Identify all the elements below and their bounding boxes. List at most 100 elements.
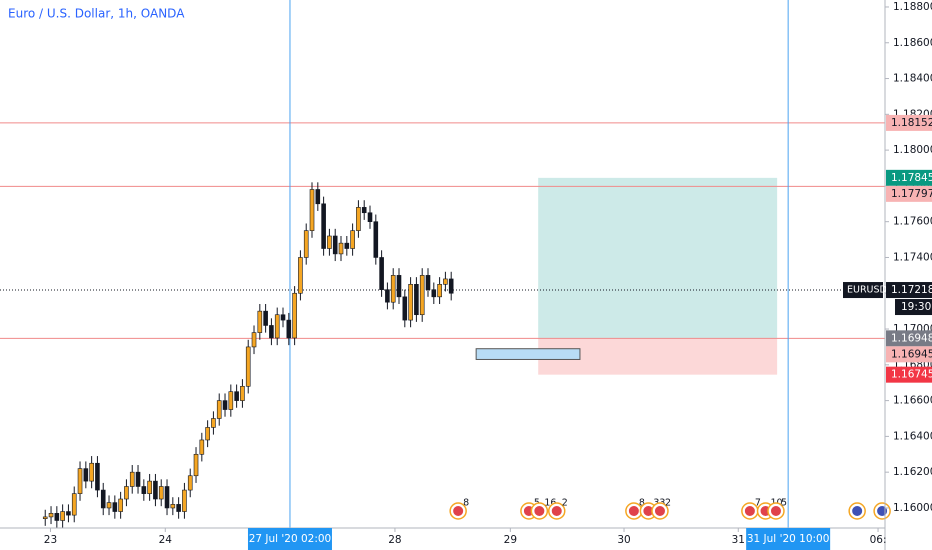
y-tick-label: 1.18600	[893, 37, 932, 49]
price-tag-label: 1.16745	[891, 369, 932, 381]
symbol-tag	[843, 282, 883, 299]
candle-body	[222, 400, 228, 410]
candle-body	[298, 257, 303, 294]
candle-body	[170, 504, 176, 509]
candle-body	[193, 453, 199, 477]
x-tick-label: 24	[159, 534, 173, 546]
price-tag-label: 1.17797	[891, 188, 932, 200]
price-tag	[886, 366, 932, 383]
candle-body	[332, 235, 338, 255]
candle-body	[89, 462, 94, 482]
crosshair-tag	[746, 528, 831, 550]
event-count: 2	[562, 498, 568, 509]
candle-body	[48, 513, 54, 518]
crosshair-label: 31 Jul '20 10:00	[747, 533, 830, 545]
candle-body	[257, 310, 263, 333]
countdown-label: 19:30	[901, 301, 931, 313]
candle-body	[42, 516, 48, 519]
candle-body	[251, 332, 257, 348]
candle-body	[141, 486, 147, 494]
event-count: 8	[463, 498, 469, 509]
y-tick-label: 1.18400	[893, 73, 932, 85]
candle-body	[211, 418, 216, 428]
order-box	[475, 348, 581, 360]
y-tick-label: 1.17600	[893, 216, 932, 228]
event-flag	[534, 506, 545, 516]
candle-body	[240, 385, 245, 401]
price-tag	[886, 185, 932, 202]
candle-body	[187, 475, 193, 491]
countdown-tag	[895, 299, 932, 316]
candle-body	[361, 207, 367, 214]
event-flag	[744, 506, 755, 516]
candle-body	[437, 284, 442, 298]
candle-body	[350, 230, 355, 249]
candle-body	[356, 207, 361, 231]
y-tick-label: 1.18800	[893, 1, 932, 13]
candle-body	[269, 325, 274, 339]
price-tag-label: 1.16948	[891, 332, 932, 344]
event-flag	[643, 506, 654, 516]
candle-body	[344, 242, 350, 249]
candle-body	[367, 212, 373, 222]
candle-body	[321, 203, 326, 249]
candle-body	[164, 486, 170, 509]
candle-body	[419, 275, 425, 316]
candle-body	[118, 498, 123, 512]
event-flag	[654, 506, 665, 516]
price-tag-label: 1.18152	[891, 117, 932, 129]
y-tick-label: 1.18000	[893, 144, 932, 156]
profit-zone	[538, 177, 778, 339]
candle-body	[66, 511, 71, 516]
candle-body	[182, 489, 187, 512]
crosshair-label: 27 Jul '20 02:00	[249, 533, 332, 545]
candle-body	[95, 462, 100, 491]
event-count: 8	[639, 498, 645, 509]
candle-body	[309, 189, 315, 231]
candle-body	[338, 242, 344, 255]
candle-body	[129, 471, 135, 487]
event-count: 7	[755, 498, 761, 509]
candle-body	[443, 278, 448, 285]
candle-body	[228, 391, 234, 410]
event-flag	[852, 506, 863, 516]
candle-body	[245, 346, 251, 387]
y-tick-label: 1.16600	[893, 395, 932, 407]
y-tick-label: 1.17400	[893, 251, 932, 263]
candle-body	[135, 471, 141, 487]
event-count: 2	[665, 498, 671, 509]
candle-body	[263, 310, 268, 326]
x-tick-label: 30	[617, 534, 630, 546]
candle-body	[60, 511, 65, 521]
event-count: 16	[544, 498, 556, 509]
chart-title: Euro / U.S. Dollar, 1h, OANDA	[8, 7, 185, 21]
candle-body	[274, 314, 280, 339]
candle-body	[100, 489, 106, 509]
candle-body	[448, 278, 454, 294]
candle-body	[205, 427, 210, 441]
price-tag	[886, 282, 932, 299]
price-tag	[886, 346, 932, 363]
event-count: 5	[781, 498, 787, 509]
candle-body	[431, 289, 437, 298]
candle-body	[147, 480, 152, 494]
event-flag	[770, 506, 781, 516]
candle-body	[280, 314, 286, 321]
candle-body	[385, 289, 390, 303]
candle-body	[379, 257, 384, 290]
price-tag	[886, 169, 932, 186]
candle-body	[83, 468, 89, 482]
y-tick-label: 1.16000	[893, 502, 932, 514]
price-tag-label: 1.16945	[891, 348, 932, 360]
candle-body	[396, 275, 402, 298]
y-tick-label: 1.16400	[893, 430, 932, 442]
candle-body	[303, 230, 309, 258]
candle-body	[124, 486, 129, 500]
candle-body	[71, 493, 77, 516]
candle-body	[216, 400, 222, 419]
x-tick-label: 06:	[870, 534, 887, 546]
event-flag	[551, 506, 562, 516]
candle-body	[327, 235, 332, 249]
